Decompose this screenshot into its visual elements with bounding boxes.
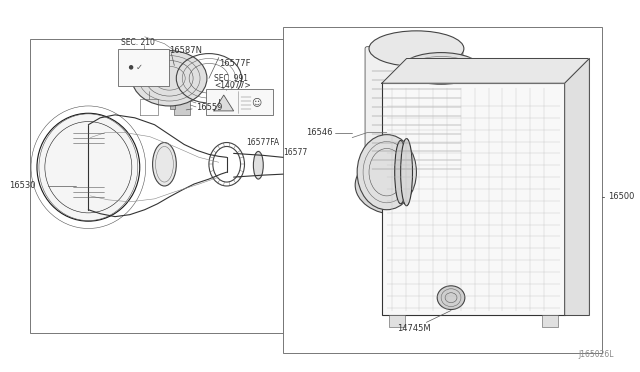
Text: SEC. 210: SEC. 210 [121, 38, 155, 47]
Text: ☺: ☺ [252, 97, 261, 107]
Bar [542, 315, 558, 327]
FancyBboxPatch shape [365, 46, 463, 179]
Ellipse shape [357, 135, 417, 210]
Polygon shape [382, 58, 589, 83]
Text: 16530: 16530 [10, 182, 36, 190]
Bar [206, 89, 273, 115]
Text: J165026L: J165026L [579, 350, 614, 359]
Text: <14077>: <14077> [214, 81, 251, 90]
Ellipse shape [152, 142, 176, 186]
Text: 16559: 16559 [196, 103, 223, 112]
Ellipse shape [402, 52, 481, 84]
Text: 16587N: 16587N [170, 46, 202, 55]
Ellipse shape [381, 174, 413, 196]
Text: SEC. 991: SEC. 991 [214, 74, 248, 83]
Text: 16577: 16577 [283, 148, 307, 157]
Ellipse shape [369, 31, 464, 67]
Polygon shape [564, 58, 589, 315]
Ellipse shape [253, 151, 263, 179]
Ellipse shape [437, 286, 465, 310]
Ellipse shape [395, 141, 406, 204]
Ellipse shape [355, 155, 438, 215]
Text: 14745M: 14745M [397, 324, 430, 333]
Text: 16500: 16500 [608, 192, 634, 201]
Bar [570, 227, 588, 256]
Bar [170, 103, 175, 109]
Bar [30, 39, 283, 333]
Ellipse shape [401, 138, 413, 206]
Bar [174, 95, 190, 115]
Bar [382, 83, 564, 315]
Ellipse shape [369, 159, 464, 195]
Bar [118, 49, 170, 86]
Text: ⚫: ⚫ [126, 62, 134, 73]
Bar [283, 27, 602, 353]
Ellipse shape [132, 51, 207, 106]
Text: ✓: ✓ [136, 63, 143, 72]
Bar [388, 315, 404, 327]
Text: !: ! [218, 99, 221, 109]
Polygon shape [214, 95, 234, 111]
Text: 16577F: 16577F [219, 59, 250, 68]
Ellipse shape [37, 113, 140, 221]
Bar [570, 138, 588, 167]
Text: 16577FA: 16577FA [246, 138, 280, 147]
Text: 16546: 16546 [306, 128, 332, 137]
